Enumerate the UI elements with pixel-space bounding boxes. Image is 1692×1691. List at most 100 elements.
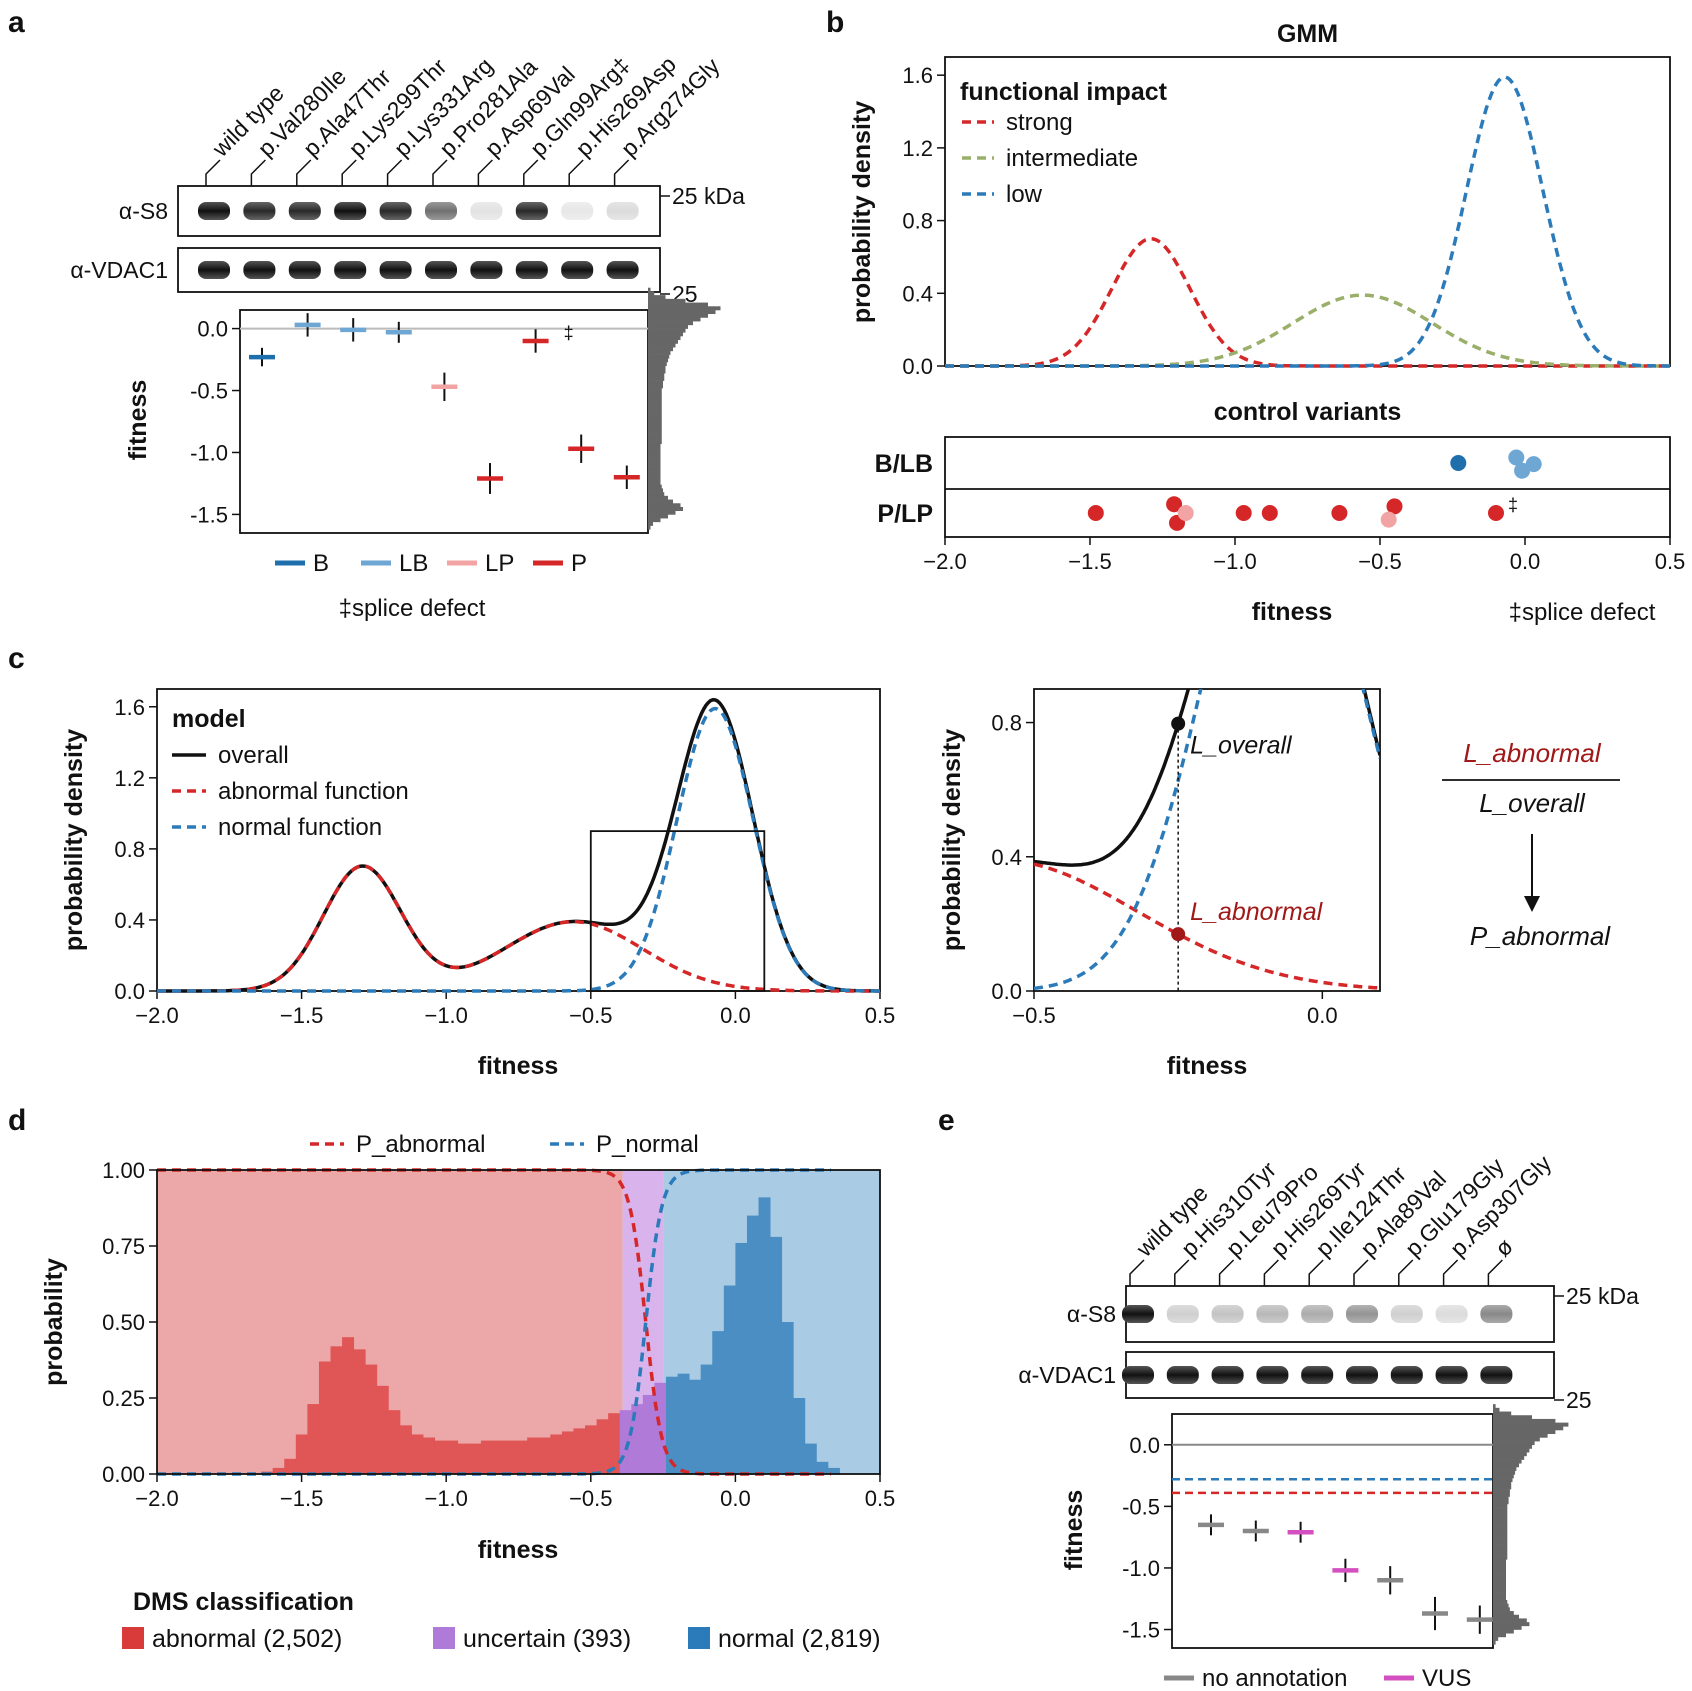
panel-a-vdac1-band <box>606 261 639 279</box>
panel-e-hist-bar <box>1493 1540 1508 1545</box>
panel-d-hist-bar <box>411 1434 424 1474</box>
panel-e-hist-bar <box>1493 1577 1506 1582</box>
panel-e-variant-tick <box>1398 1259 1414 1286</box>
panel-d-hist-bar <box>318 1361 331 1474</box>
panel-d-class-label: uncertain (393) <box>463 1625 631 1653</box>
panel-e-variant-tick <box>1218 1259 1235 1286</box>
panel-d-legend-label: P_abnormal <box>356 1131 485 1158</box>
panel-c-inset-xlabel: fitness <box>1167 1052 1248 1080</box>
panel-d-hist-bar <box>631 1404 644 1474</box>
panel-d-hist-bar <box>827 1467 840 1474</box>
panel-e: wild typep.His310Tyrp.Leu79Prop.His269Ty… <box>1018 1150 1639 1691</box>
panel-a-s8-band <box>470 202 503 220</box>
panel-e-s8-band <box>1211 1305 1244 1323</box>
panel-a-hist-bar <box>648 510 676 515</box>
panel-e-hist-bar <box>1493 1574 1506 1579</box>
panel-a-legend-label: B <box>313 550 329 577</box>
panel-b-series-strong <box>945 237 1670 368</box>
panel-a-s8-label: α-S8 <box>119 198 168 224</box>
panel-e-hist-bar <box>1493 1455 1525 1460</box>
panel-a-footnote: ‡splice defect <box>339 595 486 622</box>
panel-a-s8-band <box>561 202 594 220</box>
panel-b-ylabel: probability density <box>848 101 876 323</box>
panel-b-xtick-label: −1.0 <box>1213 549 1256 574</box>
panel-e-variant-tick <box>1174 1259 1190 1286</box>
panel-e-vdac1-band <box>1166 1366 1199 1384</box>
panel-d-xtick-label: 0.0 <box>720 1486 751 1511</box>
panel-e-s8-band <box>1480 1305 1513 1323</box>
panel-d-hist-bar <box>700 1364 713 1474</box>
panel-d-hist-bar <box>758 1197 771 1474</box>
panel-b-control-point <box>1525 456 1542 473</box>
panel-d-class-title: DMS classification <box>133 1588 354 1616</box>
panel-b-row-label: B/LB <box>875 450 933 478</box>
panel-e-hist-bar <box>1493 1430 1556 1435</box>
panel-d-hist-bar <box>515 1440 528 1474</box>
panel-a-hist-bar <box>648 518 661 523</box>
panel-d-hist-bar <box>434 1440 447 1474</box>
panel-d-hist-bar <box>295 1434 308 1474</box>
panel-a-ylabel: fitness <box>124 380 152 461</box>
panel-a-s8-band <box>334 202 367 220</box>
panel-b-ytick-label: 0.0 <box>902 354 933 379</box>
panel-letter-c: c <box>8 642 25 675</box>
panel-e-hist-bar <box>1493 1418 1556 1423</box>
panel-d-hist-bar <box>561 1431 574 1474</box>
panel-a-hist-bar <box>648 298 686 303</box>
panel-d-hist-bar <box>642 1394 655 1474</box>
panel-e-hist-bar <box>1493 1463 1519 1468</box>
panel-e-hist-bar <box>1493 1529 1508 1534</box>
panel-d-hist-bar <box>654 1382 667 1474</box>
panel-a-variant-tick <box>205 159 221 186</box>
panel-e-hist-bar <box>1493 1551 1508 1556</box>
panel-a-ytick-label: -1.5 <box>190 502 228 527</box>
panel-d: 0.00 0.25 0.50 0.75 1.00 −2.0 −1.5 −1.0 −0.5 0.0 0… <box>40 1131 895 1653</box>
panel-a-vdac1-band <box>243 261 276 279</box>
panel-d-xtick-label: 0.5 <box>865 1486 896 1511</box>
panel-a-hist-bar <box>648 306 721 311</box>
panel-e-s8-label: α-S8 <box>1067 1301 1116 1327</box>
panel-d-hist-bar <box>330 1346 343 1474</box>
panel-e-hist-bar <box>1493 1426 1564 1431</box>
panel-c-formula-numerator: L_abnormal <box>1463 738 1602 768</box>
panel-a-vdac1-band <box>198 261 230 279</box>
panel-a-hist-bar <box>648 521 653 526</box>
panel-a-hist-bar <box>648 302 708 307</box>
panel-a-hist-bar <box>648 354 670 359</box>
panel-e-hist-bar <box>1493 1581 1506 1586</box>
panel-a-hist-bar <box>648 506 683 511</box>
panel-d-class-swatch <box>122 1627 144 1649</box>
panel-d-ytick-label: 1.00 <box>102 1158 145 1183</box>
panel-a-hist-bar <box>648 436 662 441</box>
panel-a-hist-bar <box>648 291 655 296</box>
panel-a-hist-bar <box>648 336 681 341</box>
panel-b-legend-label: intermediate <box>1006 145 1138 172</box>
panel-a-hist-bar <box>648 514 668 519</box>
panel-a-hist-bar <box>648 525 651 530</box>
panel-a-hist-bar <box>648 380 663 385</box>
panel-d-xtick-label: −2.0 <box>135 1486 178 1511</box>
panel-d-hist-bar <box>793 1398 806 1474</box>
panel-b-control-point <box>1087 505 1104 521</box>
panel-a-hist-bar <box>648 462 661 467</box>
panel-a-hist-bar <box>648 477 661 482</box>
panel-e-hist-bar <box>1493 1407 1500 1412</box>
panel-a-variant-tick <box>523 159 539 186</box>
panel-e-vdac1-band <box>1390 1366 1423 1384</box>
panel-a-hist-bar <box>648 421 662 426</box>
panel-e-vdac1-band <box>1256 1366 1289 1384</box>
panel-e-hist-bar <box>1493 1444 1532 1449</box>
panel-a-variant-tick <box>432 159 448 186</box>
panel-a-hist-bar <box>648 451 661 456</box>
panel-e-hist-bar <box>1493 1411 1512 1416</box>
panel-e-vdac1-label: α-VDAC1 <box>1018 1362 1116 1388</box>
panel-e-hist-bar <box>1493 1633 1506 1638</box>
panel-e-hist-bar <box>1493 1437 1540 1442</box>
panel-e-hist-bar <box>1493 1570 1506 1575</box>
panel-c-inset-series <box>1034 689 1380 991</box>
panel-c-formula-result: P_abnormal <box>1470 921 1611 951</box>
panel-b-ytick-label: 1.6 <box>902 63 933 88</box>
panel-e-hist-bar <box>1493 1500 1509 1505</box>
panel-d-hist-bar <box>689 1379 702 1474</box>
panel-d-hist-bar <box>735 1242 748 1474</box>
